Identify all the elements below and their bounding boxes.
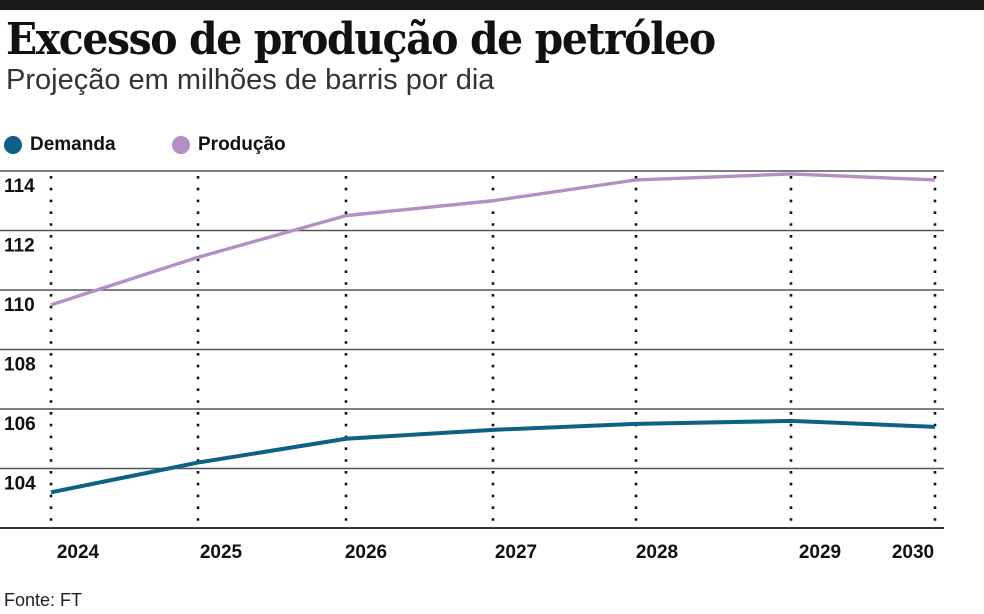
- x-tick-label: 2024: [57, 542, 100, 563]
- chart-title: Excesso de produção de petróleo: [6, 14, 716, 65]
- y-tick-label: 104: [4, 474, 36, 495]
- x-tick-label: 2025: [200, 542, 243, 563]
- source-note: Fonte: FT: [4, 590, 83, 610]
- legend-swatch-demanda: [4, 136, 22, 154]
- x-tick-label: 2027: [495, 542, 537, 563]
- y-tick-label: 110: [4, 295, 35, 316]
- legend-item-demanda: Demanda: [4, 134, 116, 156]
- legend-swatch-producao: [172, 136, 190, 154]
- legend-item-producao: Produção: [172, 134, 286, 156]
- x-tick-label: 2026: [345, 542, 387, 563]
- x-tick-label: 2028: [636, 542, 678, 563]
- chart-subtitle: Projeção em milhões de barris por dia: [6, 64, 495, 96]
- y-tick-label: 108: [4, 355, 36, 376]
- y-tick-label: 106: [4, 414, 36, 435]
- legend-label: Produção: [198, 134, 286, 155]
- y-tick-label: 114: [4, 176, 35, 197]
- x-tick-label: 2030: [892, 542, 934, 563]
- x-tick-label: 2029: [799, 542, 841, 563]
- legend-label: Demanda: [30, 134, 116, 155]
- y-tick-label: 112: [4, 236, 35, 257]
- series-line-demanda: [50, 418, 936, 495]
- series-line-producao: [50, 172, 936, 307]
- top-bar: [0, 0, 984, 10]
